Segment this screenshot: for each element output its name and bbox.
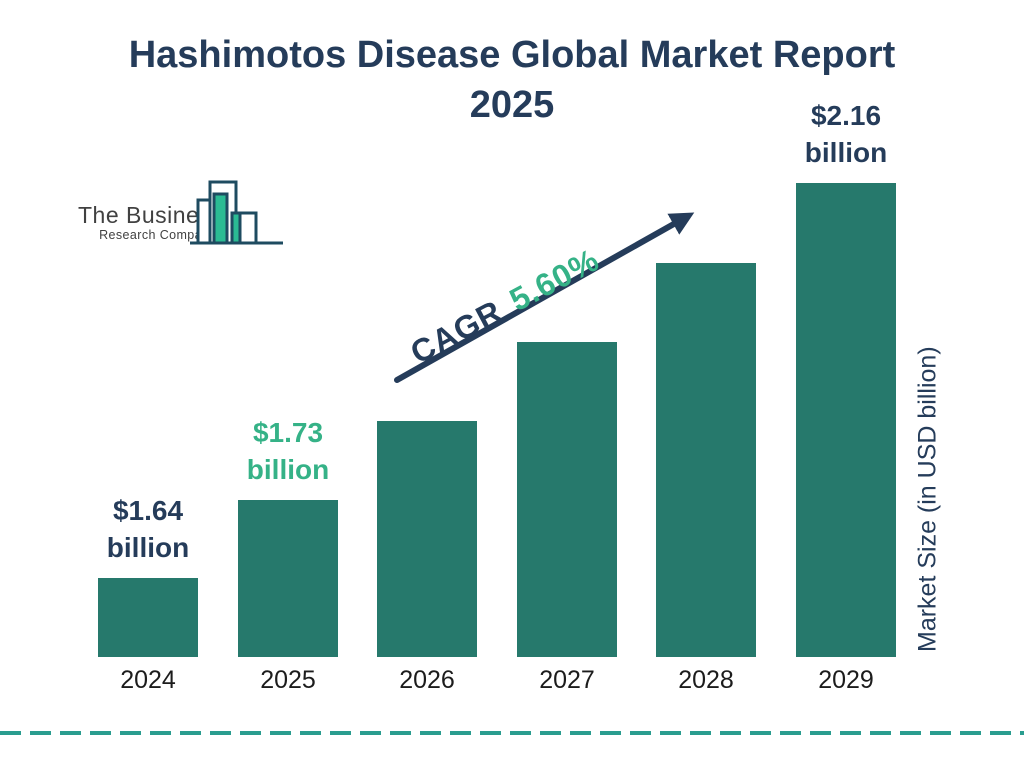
page-title: Hashimotos Disease Global Market Report … [0,30,1024,130]
value-label-2029: $2.16 billion [804,100,888,168]
bar-2029: $2.16 billion 2029 [796,100,896,694]
bar-2026: 2026 [377,421,477,694]
value-label-2025: $1.73 billion [246,417,330,485]
bar-2025: $1.73 billion 2025 [238,417,338,694]
year-label-2028: 2028 [678,666,734,694]
page-title-line1: Hashimotos Disease Global Market Report [128,34,896,76]
value-label-2024: $1.64 billion [106,495,190,563]
year-label-2024: 2024 [120,666,176,694]
bottom-dashed-divider [0,731,1024,735]
company-logo: The Business Research Company [78,180,288,250]
company-logo-subname: Research Company [99,228,216,242]
year-label-2025: 2025 [260,666,316,694]
year-label-2027: 2027 [539,666,595,694]
cagr-prefix: CAGR [404,292,509,371]
page-title-line2: 2025 [469,84,555,126]
year-label-2029: 2029 [818,666,874,694]
bar-chart-logo-icon [190,180,286,253]
year-label-2026: 2026 [399,666,455,694]
cagr-value: 5.60% [503,241,606,319]
bar-2024: $1.64 billion 2024 [98,495,198,694]
bar-2028: 2028 [656,263,756,694]
y-axis-label: Market Size (in USD billion) [913,346,942,652]
bar-2027: 2027 [517,342,617,694]
